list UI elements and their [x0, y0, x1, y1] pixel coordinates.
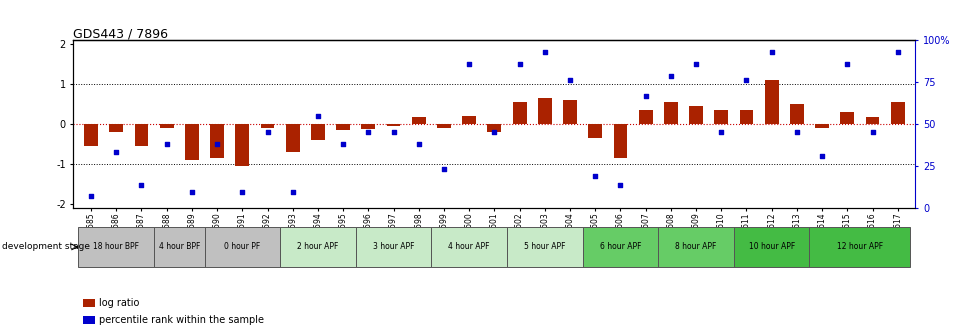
- Bar: [734, 227, 809, 267]
- Point: [436, 166, 452, 172]
- Point: [737, 77, 753, 82]
- Bar: [78, 227, 154, 267]
- Point: [259, 130, 275, 135]
- Bar: [311, 124, 325, 139]
- Point: [662, 74, 678, 79]
- Point: [411, 141, 426, 146]
- Bar: [582, 227, 657, 267]
- Point: [134, 182, 150, 188]
- Point: [864, 130, 879, 135]
- Point: [889, 50, 905, 55]
- Point: [385, 130, 401, 135]
- Text: 2 hour APF: 2 hour APF: [297, 243, 338, 251]
- Text: 18 hour BPF: 18 hour BPF: [93, 243, 139, 251]
- Bar: [436, 124, 451, 128]
- Text: 6 hour APF: 6 hour APF: [600, 243, 641, 251]
- Point: [486, 130, 502, 135]
- Point: [310, 114, 326, 119]
- Bar: [84, 124, 98, 146]
- Bar: [335, 124, 350, 130]
- Point: [713, 130, 729, 135]
- Text: 4 hour BPF: 4 hour BPF: [158, 243, 200, 251]
- Text: 4 hour APF: 4 hour APF: [448, 243, 489, 251]
- Point: [209, 141, 225, 146]
- Bar: [638, 110, 652, 124]
- Bar: [154, 227, 204, 267]
- Point: [360, 130, 376, 135]
- Bar: [159, 124, 173, 128]
- Point: [335, 141, 351, 146]
- Bar: [280, 227, 355, 267]
- Point: [109, 149, 124, 154]
- Point: [838, 61, 854, 66]
- Text: development stage: development stage: [2, 243, 90, 251]
- Point: [612, 182, 628, 188]
- Point: [763, 50, 778, 55]
- Bar: [512, 102, 526, 124]
- Point: [83, 194, 99, 199]
- Bar: [235, 124, 249, 166]
- Bar: [839, 112, 854, 124]
- Bar: [412, 117, 425, 124]
- Text: percentile rank within the sample: percentile rank within the sample: [99, 315, 264, 325]
- Bar: [210, 124, 224, 158]
- Bar: [714, 110, 728, 124]
- Point: [536, 50, 552, 55]
- Point: [814, 154, 829, 159]
- Text: 10 hour APF: 10 hour APF: [748, 243, 794, 251]
- Text: 3 hour APF: 3 hour APF: [373, 243, 414, 251]
- Point: [158, 141, 174, 146]
- Bar: [738, 110, 753, 124]
- Bar: [83, 299, 95, 307]
- Bar: [134, 124, 149, 146]
- Bar: [537, 98, 552, 124]
- Text: 8 hour APF: 8 hour APF: [675, 243, 716, 251]
- Text: 0 hour PF: 0 hour PF: [224, 243, 260, 251]
- Point: [788, 130, 804, 135]
- Bar: [809, 227, 910, 267]
- Point: [461, 61, 476, 66]
- Point: [235, 189, 250, 194]
- Text: GDS443 / 7896: GDS443 / 7896: [73, 27, 168, 40]
- Bar: [507, 227, 582, 267]
- Bar: [462, 116, 475, 124]
- Text: 5 hour APF: 5 hour APF: [523, 243, 565, 251]
- Bar: [890, 102, 904, 124]
- Text: log ratio: log ratio: [99, 298, 139, 308]
- Bar: [562, 100, 576, 124]
- Bar: [83, 316, 95, 324]
- Bar: [204, 227, 280, 267]
- Bar: [588, 124, 601, 138]
- Bar: [361, 124, 375, 129]
- Bar: [431, 227, 507, 267]
- Bar: [110, 124, 123, 131]
- Text: 12 hour APF: 12 hour APF: [836, 243, 882, 251]
- Bar: [355, 227, 431, 267]
- Bar: [663, 102, 677, 124]
- Point: [587, 173, 602, 178]
- Bar: [386, 124, 400, 126]
- Point: [184, 189, 200, 194]
- Bar: [286, 124, 299, 152]
- Bar: [689, 106, 702, 124]
- Bar: [764, 80, 778, 124]
- Bar: [865, 117, 878, 124]
- Point: [561, 77, 577, 82]
- Bar: [613, 124, 627, 158]
- Bar: [487, 124, 501, 132]
- Point: [637, 93, 652, 98]
- Point: [511, 61, 527, 66]
- Bar: [185, 124, 199, 160]
- Bar: [657, 227, 734, 267]
- Bar: [815, 124, 828, 128]
- Bar: [789, 104, 803, 124]
- Point: [688, 61, 703, 66]
- Point: [285, 189, 300, 194]
- Bar: [260, 124, 274, 128]
